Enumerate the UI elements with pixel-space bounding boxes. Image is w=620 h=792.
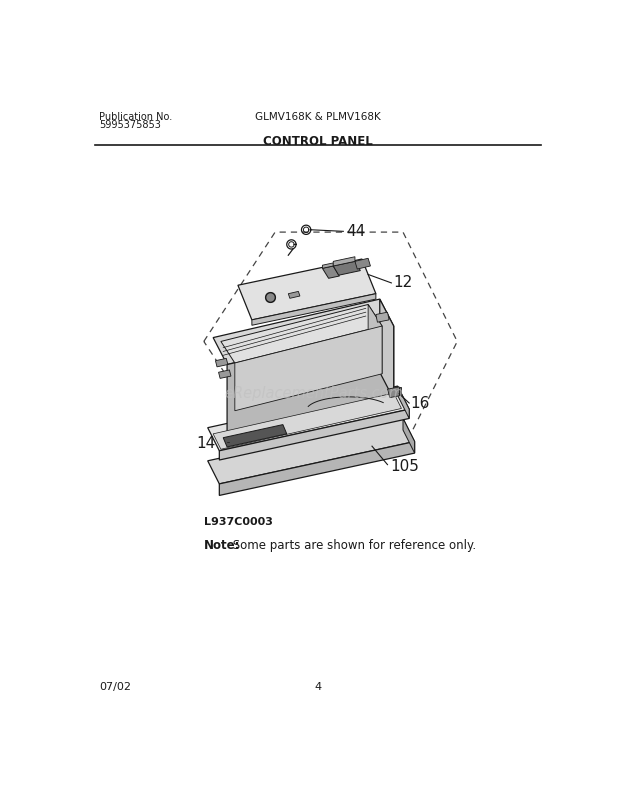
Polygon shape <box>355 258 371 269</box>
Polygon shape <box>403 418 415 453</box>
Text: Some parts are shown for reference only.: Some parts are shown for reference only. <box>229 539 477 551</box>
Polygon shape <box>238 259 376 320</box>
Text: 16: 16 <box>410 395 430 410</box>
Polygon shape <box>334 257 355 266</box>
Text: 14: 14 <box>196 436 216 451</box>
Polygon shape <box>219 442 415 496</box>
Polygon shape <box>322 263 334 268</box>
Polygon shape <box>219 409 409 460</box>
Text: 105: 105 <box>390 459 419 474</box>
Polygon shape <box>235 326 382 411</box>
Polygon shape <box>288 291 300 299</box>
Text: Publication No.: Publication No. <box>99 112 172 122</box>
Text: L937C0003: L937C0003 <box>204 517 273 527</box>
Polygon shape <box>219 370 231 379</box>
Text: 07/02: 07/02 <box>99 682 131 691</box>
Text: eReplacementParts.com: eReplacementParts.com <box>224 386 404 402</box>
Text: 12: 12 <box>394 276 413 291</box>
Polygon shape <box>208 418 415 484</box>
Text: 4: 4 <box>314 682 321 691</box>
Text: CONTROL PANEL: CONTROL PANEL <box>263 135 373 148</box>
Polygon shape <box>227 326 394 438</box>
Polygon shape <box>388 386 402 398</box>
Polygon shape <box>221 304 382 363</box>
Polygon shape <box>227 399 394 442</box>
Text: Note:: Note: <box>204 539 241 551</box>
Polygon shape <box>399 386 402 395</box>
Polygon shape <box>223 425 286 447</box>
Polygon shape <box>368 304 382 374</box>
Polygon shape <box>397 386 409 418</box>
Polygon shape <box>376 312 389 322</box>
Polygon shape <box>213 393 402 449</box>
Polygon shape <box>334 261 360 276</box>
Polygon shape <box>213 299 394 364</box>
Text: GLMV168K & PLMV168K: GLMV168K & PLMV168K <box>255 112 381 122</box>
Polygon shape <box>322 266 340 278</box>
Text: 44: 44 <box>347 224 366 239</box>
Polygon shape <box>379 299 394 399</box>
Polygon shape <box>216 358 228 367</box>
Polygon shape <box>252 294 376 326</box>
Polygon shape <box>208 386 409 451</box>
Text: 5995375853: 5995375853 <box>99 120 161 131</box>
